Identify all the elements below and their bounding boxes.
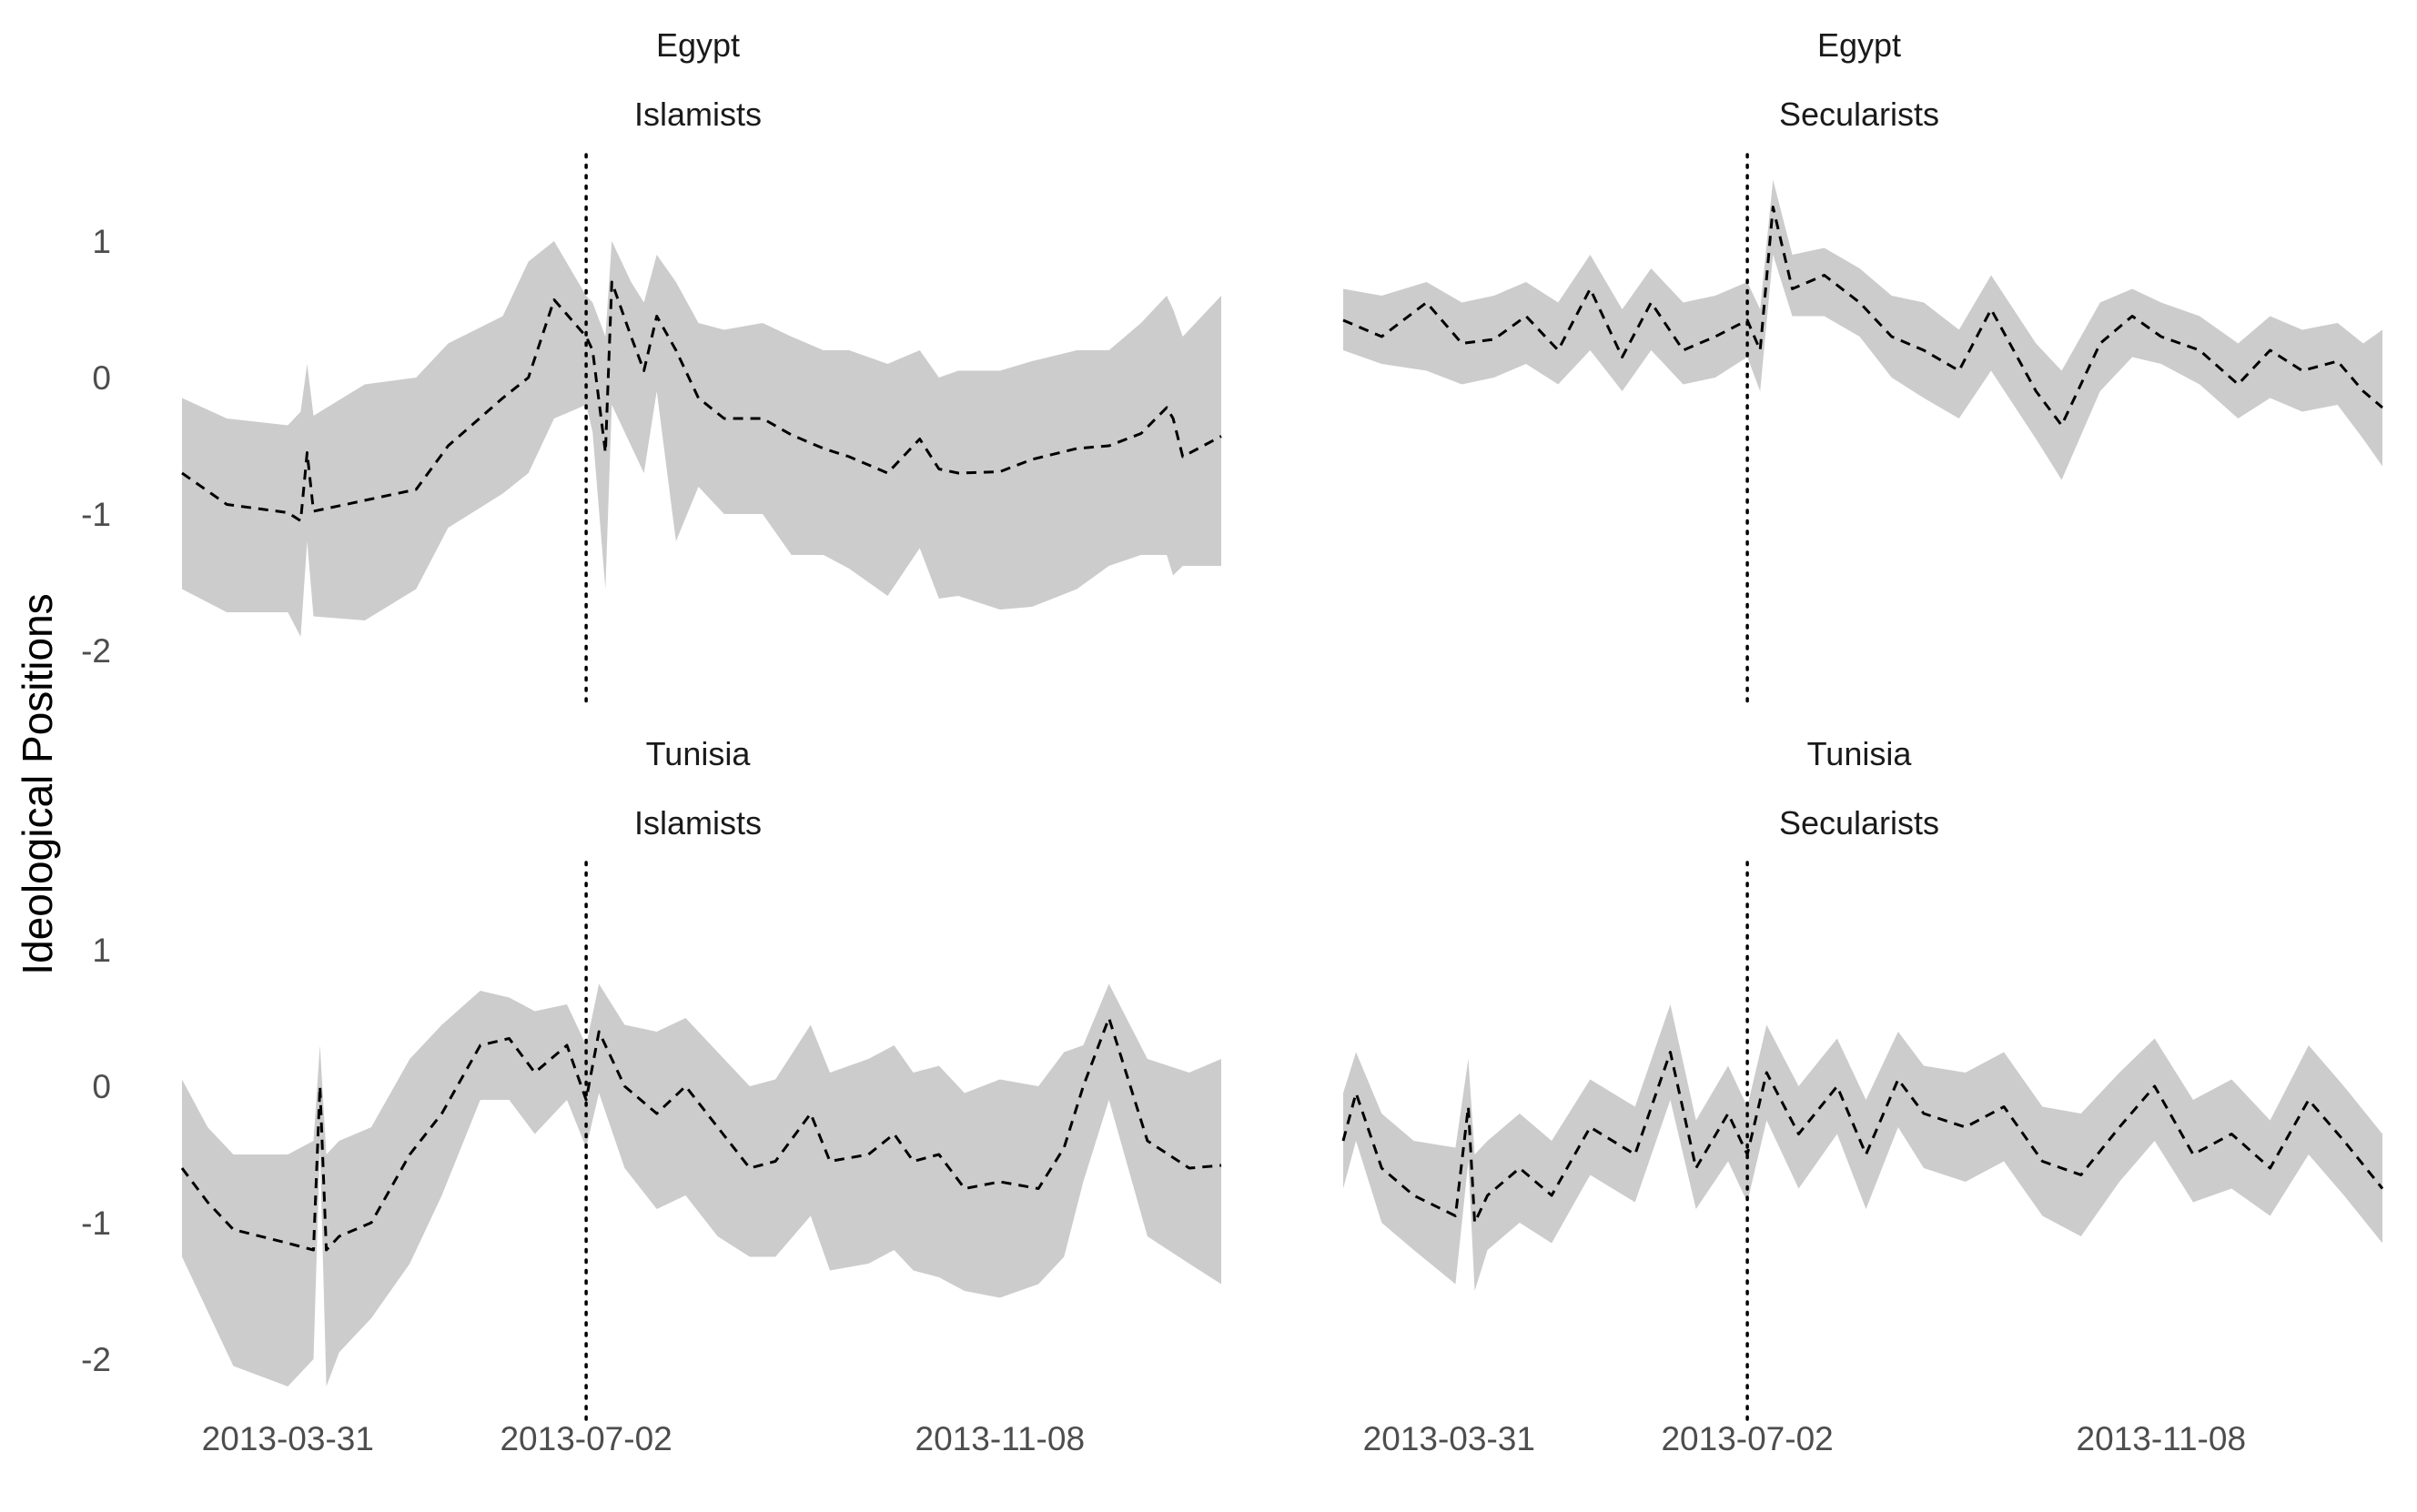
- strip-label-country: Tunisia: [1807, 735, 1913, 772]
- estimate-line: [1342, 206, 2383, 427]
- panels: EgyptIslamists10-1-2EgyptSecularistsTuni…: [81, 26, 2384, 1457]
- strip-label-group: Secularists: [1779, 804, 1939, 842]
- strip-label-country: Egypt: [1817, 26, 1901, 64]
- y-axis-label: Ideological Positions: [14, 593, 61, 974]
- confidence-ribbon: [1343, 179, 2382, 480]
- y-tick-label: -2: [81, 1341, 111, 1378]
- confidence-ribbon: [182, 241, 1221, 637]
- y-tick-label: 0: [92, 1068, 111, 1105]
- strip-label-country: Tunisia: [646, 735, 752, 772]
- estimate-line: [180, 1016, 1222, 1252]
- x-tick-label: 2013-07-02: [1661, 1420, 1833, 1457]
- y-tick-label: -2: [81, 632, 111, 670]
- y-tick-label: -1: [81, 1205, 111, 1242]
- strip-label-group: Secularists: [1779, 96, 1939, 133]
- y-tick-label: -1: [81, 496, 111, 533]
- x-tick-label: 2013-03-31: [202, 1420, 374, 1457]
- estimate-line: [1341, 1051, 2384, 1225]
- x-tick-label: 2013-11-08: [915, 1420, 1086, 1457]
- strip-label-group: Islamists: [634, 804, 762, 842]
- x-tick-label: 2013-03-31: [1363, 1420, 1535, 1457]
- confidence-ribbon: [182, 983, 1221, 1386]
- y-tick-label: 1: [92, 223, 111, 260]
- panel-bottom-right: Tunisia Secularists 2013-03-31 2013-07-02 20…: [1341, 735, 2384, 1457]
- x-tick-label: 2013-11-08: [2077, 1420, 2247, 1457]
- panel-bottom-left: Tunisia Islamists 1 0 -1 -2 2013-03-31 2013-07-…: [81, 735, 1222, 1457]
- y-tick-label: 0: [92, 359, 111, 397]
- y-tick-label: 1: [92, 932, 111, 969]
- x-tick-label: 2013-07-02: [500, 1420, 672, 1457]
- strip-label-group: Islamists: [634, 96, 762, 133]
- strip-label-country: Egypt: [656, 26, 740, 64]
- panel-top-right: Egypt Secularists: [1342, 26, 2383, 710]
- panel-top-left: Egypt Islamists 1 0 -1 -2: [81, 26, 1222, 710]
- estimate-line: [181, 280, 1222, 522]
